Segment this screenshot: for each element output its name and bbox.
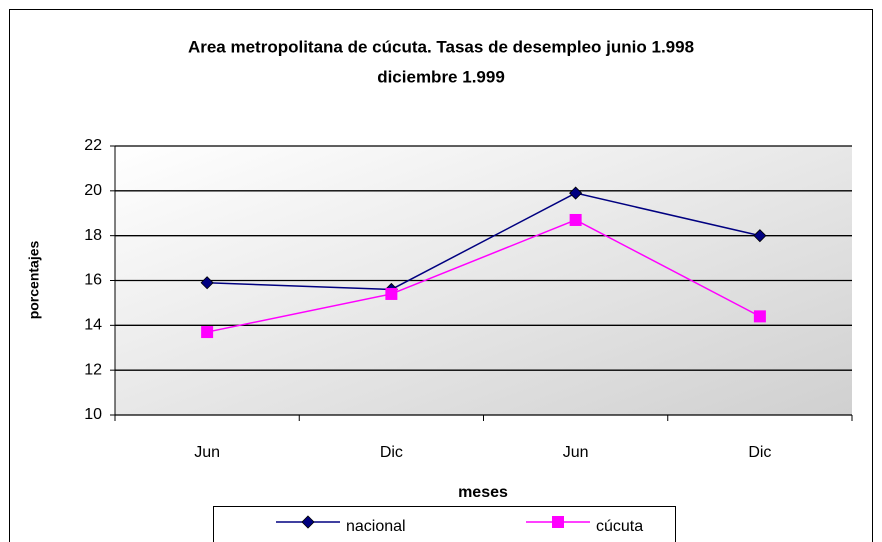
marker [753, 310, 766, 323]
x-tick-label: Jun [563, 444, 589, 461]
series-line [207, 192, 761, 291]
y-tick-label: 16 [84, 272, 102, 289]
chart-title: Area metropolitana de cúcuta. Tasas de d… [188, 37, 694, 56]
x-axis-label: meses [458, 484, 508, 501]
marker [200, 276, 214, 290]
marker [753, 229, 767, 243]
legend-label: nacional [346, 518, 406, 535]
y-axis-label: porcentajes [26, 240, 42, 319]
y-tick-label: 20 [84, 182, 102, 199]
x-tick-label: Jun [194, 444, 220, 461]
marker [552, 516, 564, 528]
marker [201, 326, 214, 339]
x-tick-label: Dic [748, 444, 771, 461]
legend [213, 506, 676, 542]
marker [385, 287, 398, 300]
marker [301, 515, 315, 529]
y-tick-label: 18 [84, 227, 102, 244]
chart-title: diciembre 1.999 [377, 67, 505, 86]
y-tick-label: 10 [84, 406, 102, 423]
x-tick-label: Dic [380, 444, 403, 461]
marker [569, 186, 583, 200]
y-tick-label: 12 [84, 361, 102, 378]
y-tick-label: 22 [84, 137, 102, 154]
y-tick-label: 14 [84, 317, 102, 334]
series-line [206, 219, 761, 333]
legend-label: cúcuta [596, 518, 643, 535]
marker [569, 213, 582, 226]
